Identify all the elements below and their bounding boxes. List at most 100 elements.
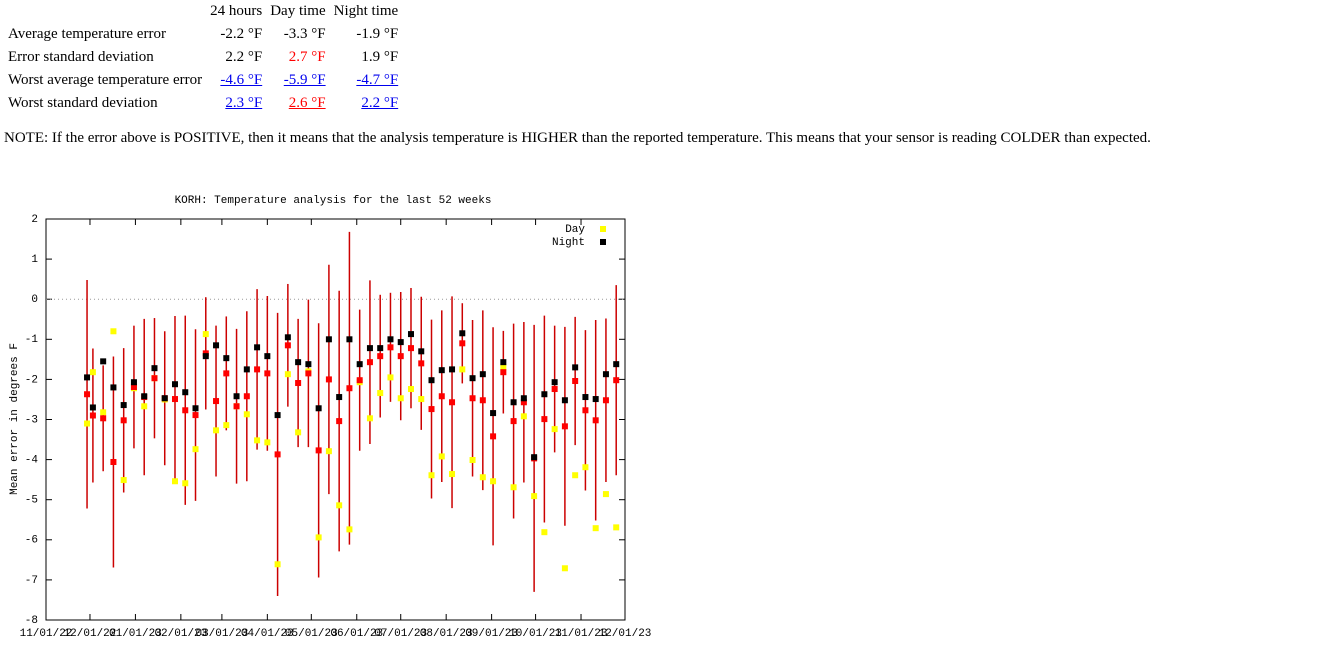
point [171, 478, 178, 485]
point [161, 395, 168, 402]
point [602, 397, 609, 404]
point [531, 454, 538, 461]
point [346, 385, 353, 392]
point [315, 447, 322, 454]
point [254, 437, 261, 444]
point [274, 561, 281, 568]
x-tick-label: 08/01/23 [420, 628, 473, 640]
link[interactable]: 2.3 °F [225, 95, 263, 111]
point [192, 446, 199, 453]
point [315, 534, 322, 541]
point [182, 407, 189, 414]
legend-label: Day [565, 224, 585, 236]
point [366, 359, 373, 366]
link[interactable]: -4.7 °F [356, 72, 399, 88]
point [284, 334, 291, 341]
point [377, 353, 384, 360]
point [315, 405, 322, 412]
point [84, 420, 91, 427]
point [182, 480, 189, 487]
cell: 1.9 °F [361, 49, 399, 65]
point [243, 366, 250, 373]
point [541, 416, 548, 423]
point [613, 377, 620, 384]
point [428, 472, 435, 479]
point [356, 361, 363, 368]
point [284, 342, 291, 349]
legend-label: Night [552, 237, 585, 249]
point [223, 422, 230, 429]
point [89, 404, 96, 411]
point [130, 379, 137, 386]
note: NOTE: If the error above is POSITIVE, th… [4, 130, 1151, 146]
y-tick-label: -1 [25, 334, 39, 346]
legend-swatch [600, 239, 606, 245]
point [490, 433, 497, 440]
point [305, 370, 312, 377]
row-label: Error standard deviation [8, 49, 154, 65]
point [387, 336, 394, 343]
point [377, 390, 384, 397]
x-tick-label: 10/01/23 [509, 628, 562, 640]
point [202, 353, 209, 360]
chart: KORH: Temperature analysis for the last … [9, 195, 652, 640]
point [592, 417, 599, 424]
point [274, 412, 281, 419]
point [213, 427, 220, 434]
point [613, 524, 620, 531]
y-tick-label: 0 [31, 294, 38, 306]
point [582, 407, 589, 414]
point [387, 344, 394, 351]
x-tick-label: 09/01/23 [465, 628, 518, 640]
point [602, 371, 609, 378]
point [264, 353, 271, 360]
col-header: 24 hours [210, 3, 263, 19]
point [500, 364, 507, 371]
point [592, 396, 599, 403]
y-tick-label: -7 [25, 575, 38, 587]
point [582, 394, 589, 401]
link[interactable]: -4.6 °F [220, 72, 263, 88]
point [520, 413, 527, 420]
point [213, 342, 220, 349]
point [418, 396, 425, 403]
cell: -3.3 °F [283, 26, 326, 42]
point [274, 451, 281, 458]
link[interactable]: -5.9 °F [283, 72, 326, 88]
row-label: Worst standard deviation [8, 95, 158, 111]
point [479, 397, 486, 404]
point [243, 411, 250, 418]
y-tick-label: 1 [31, 254, 38, 266]
link[interactable]: 2.2 °F [361, 95, 399, 111]
x-tick-label: 11/01/22 [20, 628, 73, 640]
link[interactable]: 2.6 °F [288, 95, 326, 111]
point [500, 369, 507, 376]
point [602, 491, 609, 498]
y-tick-label: -3 [25, 414, 38, 426]
point [336, 394, 343, 401]
x-tick-label: 07/01/23 [374, 628, 427, 640]
stats-table: 24 hours Day time Night time Average tempe… [4, 0, 402, 115]
point [397, 353, 404, 360]
point [346, 336, 353, 343]
point [449, 366, 456, 373]
point [459, 330, 466, 337]
cell: -2.2 °F [220, 26, 263, 42]
point [295, 429, 302, 436]
point [84, 374, 91, 381]
y-tick-label: -5 [25, 495, 38, 507]
x-tick-label: 04/01/23 [241, 628, 294, 640]
point [407, 386, 414, 393]
point [295, 380, 302, 387]
point [592, 525, 599, 532]
point [551, 386, 558, 393]
point [449, 399, 456, 406]
chart-title: KORH: Temperature analysis for the last … [175, 195, 492, 207]
point [346, 526, 353, 533]
x-tick-label: 02/01/23 [154, 628, 207, 640]
point [141, 403, 148, 410]
point [356, 377, 363, 384]
point [192, 412, 199, 419]
point [387, 374, 394, 381]
point [541, 529, 548, 536]
